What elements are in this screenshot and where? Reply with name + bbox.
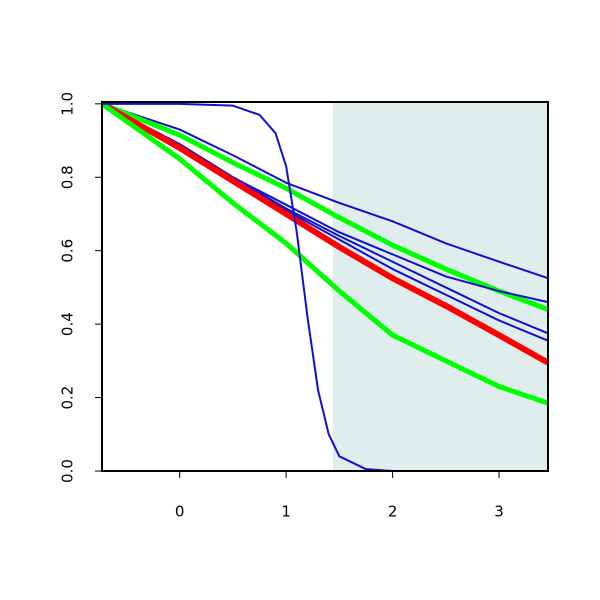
x-tick-label: 0 (175, 503, 185, 521)
line-series (101, 101, 549, 312)
y-tick-label: 0.4 (59, 312, 77, 336)
y-tick-label: 1.0 (59, 92, 77, 116)
line-series (101, 102, 549, 280)
shaded-region (332, 102, 548, 471)
y-tick-label: 0.2 (59, 386, 77, 410)
x-tick-label: 3 (494, 503, 504, 521)
x-tick-label: 2 (388, 503, 398, 521)
y-tick-label: 0.0 (59, 459, 77, 483)
y-tick-label: 0.8 (59, 165, 77, 189)
line-series (100, 101, 549, 406)
y-tick-label: 0.6 (59, 239, 77, 263)
line-series (100, 101, 550, 366)
x-tick-label: 1 (281, 503, 291, 521)
plot-frame (101, 101, 549, 472)
